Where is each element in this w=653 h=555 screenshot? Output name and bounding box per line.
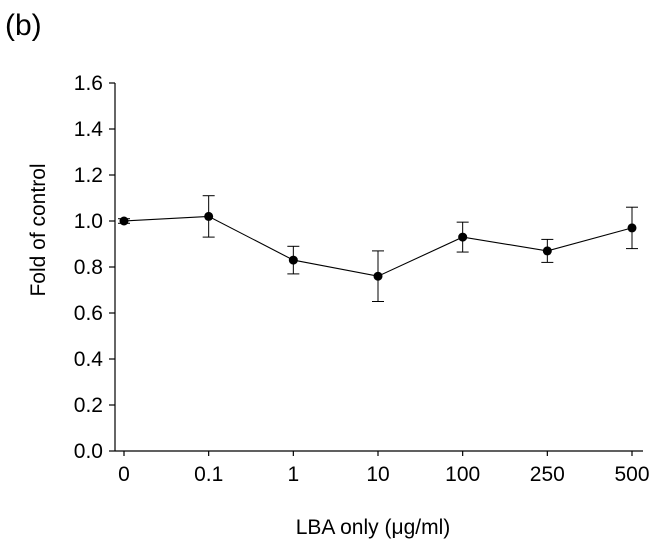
data-point: [119, 216, 129, 226]
y-tick-label: 1.4: [74, 118, 104, 141]
x-tick-label: 500: [614, 463, 649, 486]
y-axis-label: Fold of control: [27, 163, 50, 296]
y-tick-label: 0.6: [74, 302, 103, 325]
data-point: [204, 211, 214, 221]
y-tick-label: 0.2: [74, 394, 103, 417]
y-axis: 0.0 0.2 0.4 0.6 0.8 1.0 1.2 1.4 1.6: [74, 72, 116, 463]
data-point: [458, 232, 468, 242]
data-point: [288, 255, 298, 265]
x-tick-label: 0: [118, 463, 130, 486]
x-tick-label: 0.1: [194, 463, 223, 486]
y-tick-label: 1.6: [74, 72, 103, 95]
x-tick-label: 10: [366, 463, 389, 486]
panel-label: (b): [5, 9, 42, 42]
x-tick-label: 100: [445, 463, 480, 486]
x-tick-label: 1: [287, 463, 299, 486]
y-tick-label: 0.8: [74, 256, 103, 279]
data-point: [542, 246, 552, 256]
y-tick-label: 1.0: [74, 210, 103, 233]
x-tick-label: 250: [530, 463, 565, 486]
series-layer: [118, 195, 638, 302]
data-point: [627, 223, 637, 233]
x-axis-label: LBA only (μg/ml): [296, 516, 451, 539]
y-tick-label: 0.4: [74, 348, 104, 371]
y-tick-label: 1.2: [74, 164, 103, 187]
x-axis: 0 0.1 1 10 100 250 500: [115, 450, 650, 486]
y-tick-label: 0.0: [74, 440, 103, 463]
data-point: [373, 271, 383, 281]
